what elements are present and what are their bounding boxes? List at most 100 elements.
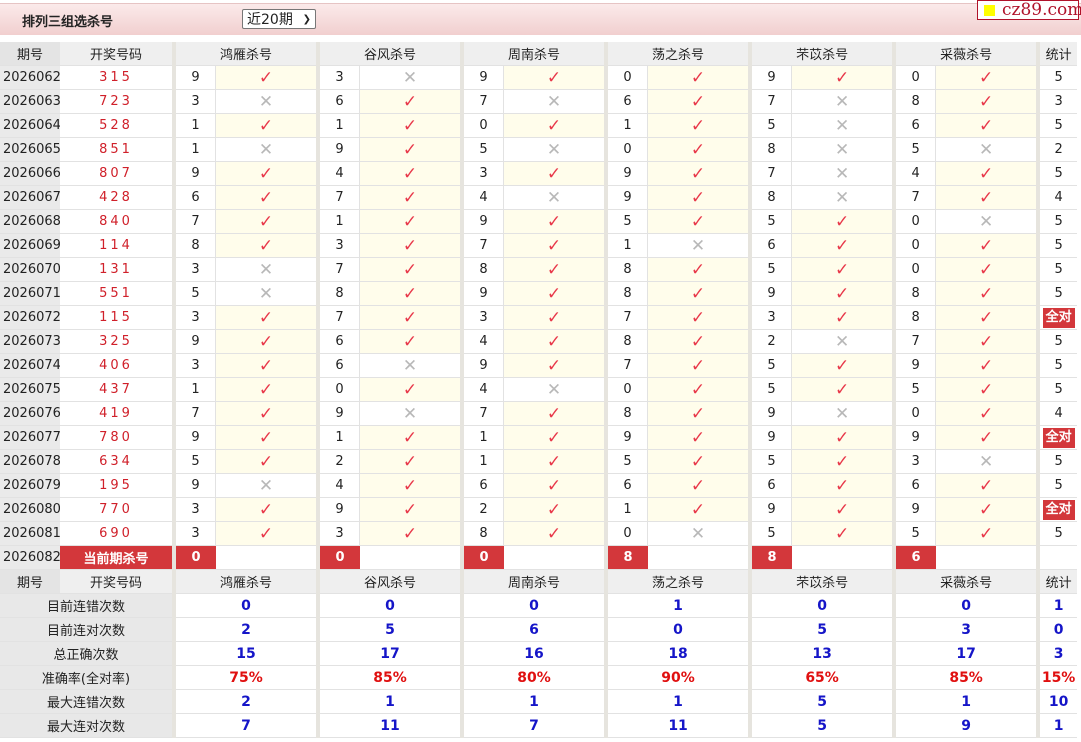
- draw-number: 634: [60, 450, 172, 474]
- stats-value: 1: [608, 594, 749, 618]
- stats-value: 1: [896, 690, 1037, 714]
- column-separator: [892, 306, 897, 330]
- stat-value: 5: [1054, 334, 1063, 349]
- check-icon: ✓: [690, 283, 706, 304]
- cross-icon: ✕: [834, 403, 850, 424]
- table-row: 2026076 419 7 ✓ 9 ✕ 7 ✓ 8 ✓ 9 ✕ 0 ✓ 4: [0, 402, 1078, 426]
- stats-label: 最大连错次数: [0, 690, 172, 714]
- check-icon: ✓: [258, 187, 274, 208]
- column-separator: [892, 450, 897, 474]
- hit-cell: ✓: [648, 330, 749, 354]
- table-row: 2026075 437 1 ✓ 0 ✓ 4 ✕ 0 ✓ 5 ✓ 5 ✓ 5: [0, 378, 1078, 402]
- hit-cell: ✓: [936, 426, 1037, 450]
- draw-number: 840: [60, 210, 172, 234]
- check-icon: ✓: [690, 91, 706, 112]
- column-separator: [1036, 474, 1041, 498]
- column-separator: [316, 402, 321, 426]
- miss-cell: ✕: [936, 138, 1037, 162]
- column-separator: [748, 642, 753, 666]
- check-icon: ✓: [402, 523, 418, 544]
- stat-cell: 5: [1040, 162, 1078, 186]
- stats-value: 90%: [608, 666, 749, 690]
- stat-cell: 5: [1040, 474, 1078, 498]
- kill-number: 3: [176, 354, 216, 378]
- check-icon: ✓: [546, 355, 562, 376]
- column-separator: [172, 666, 176, 690]
- stat-cell: 5: [1040, 450, 1078, 474]
- hit-cell: ✓: [216, 378, 317, 402]
- check-icon: ✓: [402, 451, 418, 472]
- column-separator: [172, 354, 176, 378]
- column-separator: [604, 282, 609, 306]
- stats-value: 15: [176, 642, 317, 666]
- column-separator: [748, 618, 753, 642]
- check-icon: ✓: [402, 331, 418, 352]
- kill-number: 7: [608, 354, 649, 378]
- check-icon: ✓: [402, 187, 418, 208]
- check-icon: ✓: [546, 475, 562, 496]
- cross-icon: ✕: [978, 211, 994, 232]
- stats-value: 17: [896, 642, 1037, 666]
- period-cell: 2026077: [0, 426, 60, 450]
- check-icon: ✓: [834, 355, 850, 376]
- period-cell: 2026082: [0, 546, 60, 570]
- period-cell: 2026078: [0, 450, 60, 474]
- stats-row: 最大连对次数 7 11 7 11 5 9 1: [0, 714, 1078, 738]
- hit-cell: ✓: [648, 162, 749, 186]
- draw-number: 723: [60, 90, 172, 114]
- column-separator: [1036, 690, 1041, 714]
- page-title: 排列三组选杀号: [22, 15, 114, 30]
- kill-number: 9: [176, 162, 216, 186]
- period-select[interactable]: 近20期 ❯: [242, 9, 316, 29]
- kill-number: 0: [896, 258, 937, 282]
- cross-icon: ✕: [546, 379, 562, 400]
- miss-cell: ✕: [504, 138, 605, 162]
- column-separator: [316, 210, 321, 234]
- stats-value: 0: [608, 618, 749, 642]
- kill-number: 6: [608, 474, 649, 498]
- stats-value: 10: [1040, 690, 1078, 714]
- stat-value: 5: [1054, 238, 1063, 253]
- cross-icon: ✕: [834, 91, 850, 112]
- check-icon: ✓: [402, 259, 418, 280]
- column-separator: [1036, 138, 1041, 162]
- check-icon: ✓: [546, 403, 562, 424]
- kill-number: 1: [176, 378, 216, 402]
- kill-number: 7: [320, 258, 361, 282]
- column-separator: [460, 234, 465, 258]
- column-separator: [604, 426, 609, 450]
- hit-cell: ✓: [936, 66, 1037, 90]
- table-row: 2026064 528 1 ✓ 1 ✓ 0 ✓ 1 ✓ 5 ✕ 6 ✓ 5: [0, 114, 1078, 138]
- column-separator: [892, 618, 897, 642]
- hit-cell: ✓: [648, 402, 749, 426]
- column-separator: [172, 138, 176, 162]
- column-separator: [172, 306, 176, 330]
- stats-value: 3: [896, 618, 1037, 642]
- header-period: 期号: [0, 570, 60, 594]
- column-separator: [172, 114, 176, 138]
- kill-number: 8: [320, 282, 361, 306]
- column-separator: [316, 90, 321, 114]
- column-separator: [172, 330, 176, 354]
- hit-cell: ✓: [792, 234, 893, 258]
- table-row: 2026074 406 3 ✓ 6 ✕ 9 ✓ 7 ✓ 5 ✓ 9 ✓ 5: [0, 354, 1078, 378]
- check-icon: ✓: [258, 211, 274, 232]
- period-cell: 2026069: [0, 234, 60, 258]
- period-cell: 2026074: [0, 354, 60, 378]
- column-separator: [1036, 66, 1041, 90]
- column-separator: [172, 378, 176, 402]
- column-separator: [316, 186, 321, 210]
- column-separator: [604, 114, 609, 138]
- column-separator: [316, 474, 321, 498]
- kill-number: 7: [896, 330, 937, 354]
- hit-cell: ✓: [216, 66, 317, 90]
- check-icon: ✓: [258, 115, 274, 136]
- kill-number: 6: [176, 186, 216, 210]
- column-separator: [1036, 594, 1041, 618]
- kill-number: 8: [608, 282, 649, 306]
- site-logo[interactable]: cz89.com: [977, 0, 1081, 20]
- column-separator: [604, 642, 609, 666]
- check-icon: ✓: [546, 499, 562, 520]
- check-icon: ✓: [834, 259, 850, 280]
- kill-number: 5: [896, 522, 937, 546]
